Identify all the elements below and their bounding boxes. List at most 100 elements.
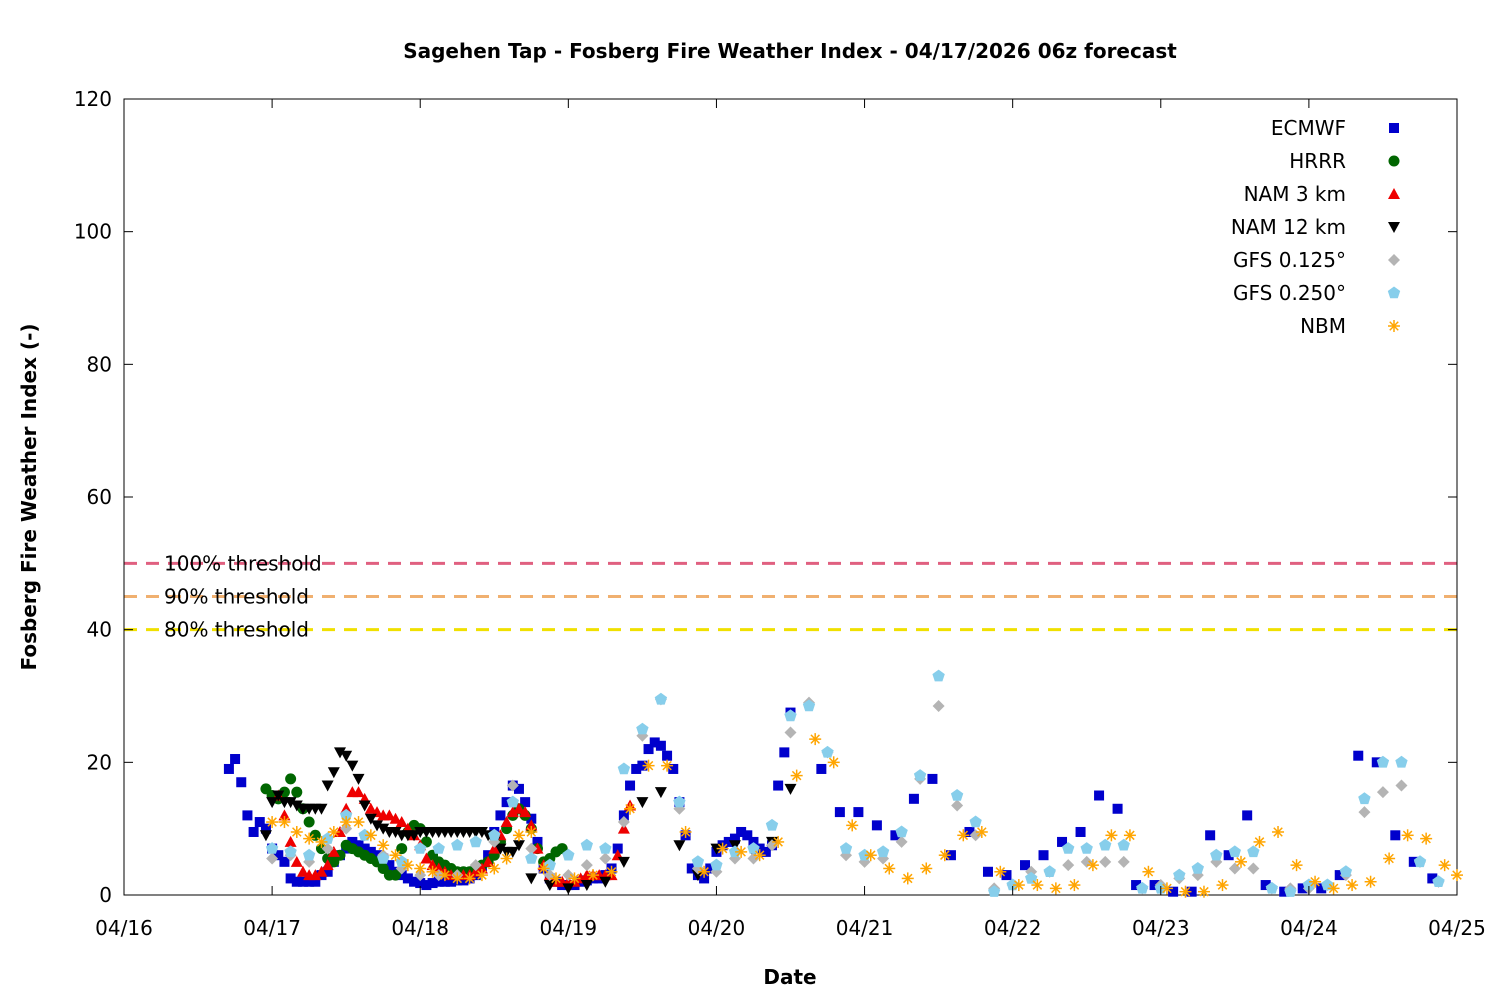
legend-marker [1389,123,1399,133]
data-point [259,830,272,842]
data-point [1168,886,1179,897]
data-point [654,787,667,799]
data-point [340,808,353,821]
data-point [506,795,519,808]
y-tick-label: 40 [87,618,112,642]
data-point [451,872,464,885]
data-point [890,830,901,841]
data-point [1290,859,1303,872]
data-point [279,856,290,867]
x-axis-label: Date [763,965,816,989]
y-axis-ticks: 0 20 40 60 80 100 120 [74,87,1457,907]
data-point [1179,885,1192,898]
data-point [686,863,697,874]
data-point [1205,830,1216,841]
threshold-label: 100% threshold [164,551,322,575]
data-point [1099,838,1112,851]
data-point [871,820,882,831]
x-tick-label: 04/25 [1428,916,1486,940]
data-point [1247,845,1260,858]
series-gfs-0-250- [265,669,1445,897]
data-point [290,800,303,812]
data-point [901,872,914,885]
data-point [426,865,439,878]
data-point [383,809,396,821]
data-point [384,860,395,871]
data-point [1105,829,1118,842]
threshold-lines: 100% threshold 90% threshold 80% threshold [124,551,1457,642]
legend-label: GFS 0.125° [1233,248,1346,272]
data-point [266,816,279,829]
data-point [562,848,575,861]
data-point [1049,882,1062,895]
y-axis-label: Fosberg Fire Weather Index (-) [17,323,41,670]
data-point [284,797,297,809]
data-point [636,722,649,735]
x-tick-label: 04/18 [391,916,449,940]
data-point [421,880,432,891]
data-point [315,835,328,848]
data-point [710,858,723,871]
data-point [439,876,450,887]
data-point [297,876,308,887]
data-point [760,846,771,857]
data-point [637,760,648,771]
data-point [512,829,525,842]
data-point [358,800,371,812]
data-point [1247,862,1260,875]
data-point [409,876,420,887]
data-point [1112,803,1123,814]
data-point [526,813,537,824]
data-point [716,842,729,855]
x-tick-label: 04/16 [95,916,153,940]
data-point [303,832,316,845]
data-point [932,699,945,712]
data-point [1020,860,1031,871]
data-point [359,843,370,854]
data-point [525,842,538,855]
data-point [543,858,556,871]
data-point [834,807,845,818]
data-point [520,797,531,808]
data-point [1080,842,1093,854]
y-tick-label: 60 [87,485,112,509]
data-point [377,852,390,864]
data-point [698,865,711,878]
series-nbm [266,733,1463,898]
data-point [347,836,358,847]
data-point [390,869,402,881]
data-point [371,820,384,832]
data-point [525,819,538,831]
data-point [501,797,512,808]
data-point [389,826,402,838]
x-tick-label: 04/23 [1132,916,1190,940]
y-tick-label: 100 [74,220,112,244]
data-point [420,852,433,864]
data-point [1117,855,1130,868]
data-point [773,780,784,791]
data-point [964,826,975,837]
data-point [327,825,340,838]
x-tick-label: 04/17 [243,916,301,940]
data-point [327,767,340,779]
data-point [469,865,482,877]
data-point [1408,856,1419,867]
data-point [475,826,488,838]
data-point [1427,873,1438,884]
data-point [469,835,482,848]
data-point [1390,830,1401,841]
data-point [1451,869,1463,882]
data-point [1235,855,1248,868]
data-point [1346,879,1359,892]
data-point [655,740,666,751]
data-point [273,850,284,861]
data-point [784,726,797,739]
data-point [500,852,513,865]
data-point [599,842,612,854]
data-point [1197,885,1210,898]
data-point [895,825,908,838]
data-point [372,850,383,861]
data-point [883,862,896,875]
data-point [618,810,629,821]
data-point [265,842,279,854]
